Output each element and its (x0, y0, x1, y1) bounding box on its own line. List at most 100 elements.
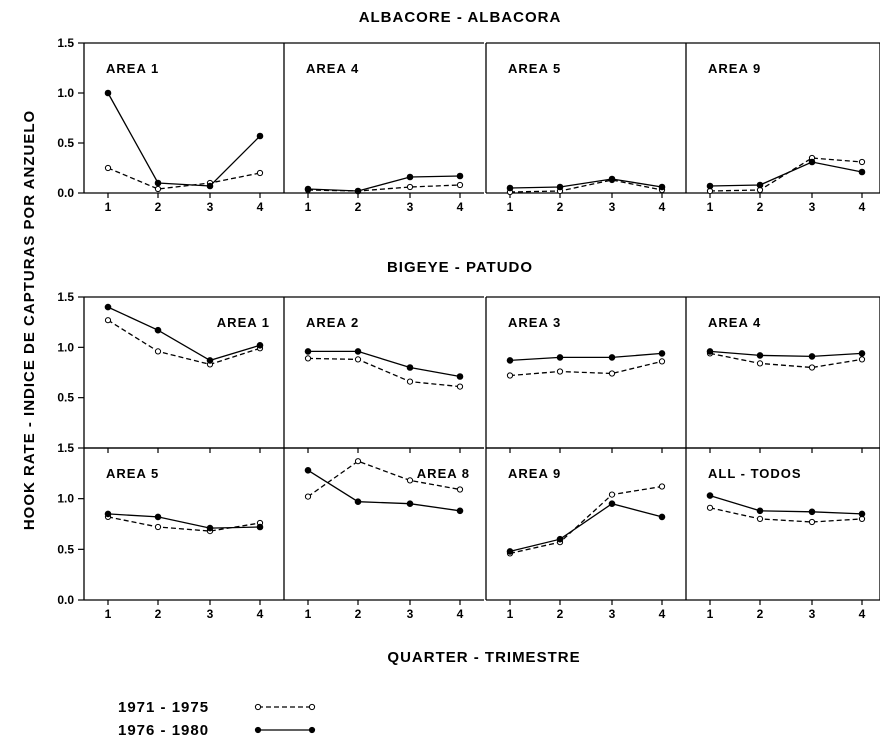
point-1976-1980 (354, 498, 362, 506)
series-1971-1975-line (107, 167, 261, 190)
x-tick-label: 4 (457, 607, 464, 621)
y-tick-label: 1.0 (57, 86, 74, 100)
point-1971-1975 (756, 515, 764, 523)
series-1976-1980-line (509, 352, 663, 362)
x-tick-label: 2 (355, 200, 362, 214)
panel-bigeye-lower-area-8: 1 2 3 4 AREA 8 (283, 447, 484, 621)
point-1976-1980 (406, 364, 414, 371)
bigeye-lower-row: 0.0 0.5 1.0 1.5 1 2 3 4 AREA 5 1 2 3 4 AREA 8 1 2 3 4 AREA… (57, 441, 880, 621)
series-1971-1975-line (509, 179, 663, 193)
point-1976-1980 (706, 492, 714, 499)
point-1971-1975 (104, 317, 112, 324)
panel-label: AREA 9 (508, 466, 561, 481)
panel-label: ALL - TODOS (708, 466, 802, 481)
x-tick-label: 3 (407, 200, 414, 214)
x-tick-label: 2 (757, 200, 764, 214)
y-tick-label: 0.5 (57, 391, 74, 405)
panel-label: AREA 1 (106, 61, 159, 76)
x-tick-label: 4 (257, 200, 264, 214)
x-tick-label: 2 (355, 607, 362, 621)
panel-bigeye-lower-all-todos: 1 2 3 4 ALL - TODOS (685, 447, 880, 621)
point-1971-1975 (808, 364, 816, 371)
x-tick-label: 3 (207, 607, 214, 621)
point-1976-1980 (756, 352, 764, 359)
point-1976-1980 (556, 535, 564, 543)
point-1976-1980 (206, 357, 214, 364)
point-1971-1975 (354, 356, 362, 363)
x-tick-label: 4 (457, 200, 464, 214)
point-1971-1975 (756, 360, 764, 367)
series-1971-1975-line (307, 357, 461, 388)
point-1976-1980 (104, 510, 112, 518)
point-1976-1980 (154, 326, 162, 334)
series-1976-1980-line (307, 175, 461, 192)
point-1971-1975 (456, 181, 464, 189)
point-1976-1980 (858, 168, 866, 176)
panel-bigeye-upper-area-1: AREA 1 (83, 296, 284, 453)
point-1976-1980 (304, 185, 312, 193)
x-tick-label: 4 (659, 200, 666, 214)
series-1971-1975-line (709, 352, 863, 369)
point-1976-1980 (506, 548, 514, 555)
point-1971-1975 (608, 491, 616, 498)
x-tick-label: 2 (757, 607, 764, 621)
x-tick-label: 2 (557, 607, 564, 621)
point-1971-1975 (456, 383, 464, 390)
legend-label: 1976 - 1980 (118, 722, 209, 739)
y-tick-label: 1.5 (57, 290, 74, 304)
point-1971-1975 (556, 368, 564, 375)
point-1971-1975 (154, 348, 162, 355)
point-1976-1980 (658, 350, 666, 357)
y-tick-label: 0.5 (57, 542, 74, 556)
point-1971-1975 (858, 158, 866, 166)
point-1971-1975 (104, 164, 112, 172)
panel-label: AREA 8 (417, 466, 470, 481)
x-tick-label: 1 (507, 607, 514, 621)
point-1976-1980 (456, 172, 464, 180)
y-tick-label: 1.5 (57, 36, 74, 50)
point-1971-1975 (406, 378, 414, 385)
panel-label: AREA 5 (106, 466, 159, 481)
series-1976-1980-line (709, 494, 863, 515)
y-tick-label: 1.0 (57, 492, 74, 506)
x-tick-label: 1 (105, 607, 112, 621)
albacore-row: 0.0 0.5 1.0 1.5 1 2 3 4 AREA 1 1 2 3 4 AREA 4 1 2 3 4 AREA… (57, 36, 880, 214)
point-1971-1975 (658, 483, 666, 490)
x-tick-label: 2 (155, 607, 162, 621)
x-tick-label: 1 (305, 200, 312, 214)
point-1976-1980 (608, 175, 616, 183)
point-1976-1980 (506, 357, 514, 364)
panel-label: AREA 9 (708, 61, 761, 76)
legend-marker (254, 726, 262, 734)
point-1976-1980 (304, 348, 312, 355)
panel-bigeye-lower-area-9: 1 2 3 4 AREA 9 (485, 447, 686, 621)
bigeye-section-title: BIGEYE - PATUDO (387, 259, 533, 276)
point-1976-1980 (858, 350, 866, 357)
point-1976-1980 (608, 354, 616, 361)
series-1976-1980-line (107, 513, 261, 529)
point-1971-1975 (506, 372, 514, 379)
x-tick-label: 4 (659, 607, 666, 621)
point-1971-1975 (304, 355, 312, 362)
y-tick-label: 0.0 (57, 186, 74, 200)
point-1976-1980 (808, 353, 816, 360)
point-1976-1980 (658, 183, 666, 191)
x-tick-label: 4 (859, 200, 866, 214)
point-1976-1980 (154, 179, 162, 187)
point-1976-1980 (556, 183, 564, 191)
bigeye-upper-row: 0.5 1.0 1.5 AREA 1 AREA 2 AREA 3 AREA 4 (57, 290, 880, 453)
point-1976-1980 (706, 182, 714, 190)
point-1971-1975 (256, 169, 264, 177)
x-tick-label: 3 (407, 607, 414, 621)
series-1971-1975-line (709, 507, 863, 523)
x-tick-label: 4 (859, 607, 866, 621)
point-1971-1975 (406, 477, 414, 484)
point-1976-1980 (406, 173, 414, 181)
x-tick-label: 1 (105, 200, 112, 214)
x-tick-label: 1 (707, 607, 714, 621)
point-1976-1980 (808, 508, 816, 516)
point-1971-1975 (808, 518, 816, 526)
series-1976-1980-line (709, 161, 863, 187)
x-tick-label: 4 (257, 607, 264, 621)
